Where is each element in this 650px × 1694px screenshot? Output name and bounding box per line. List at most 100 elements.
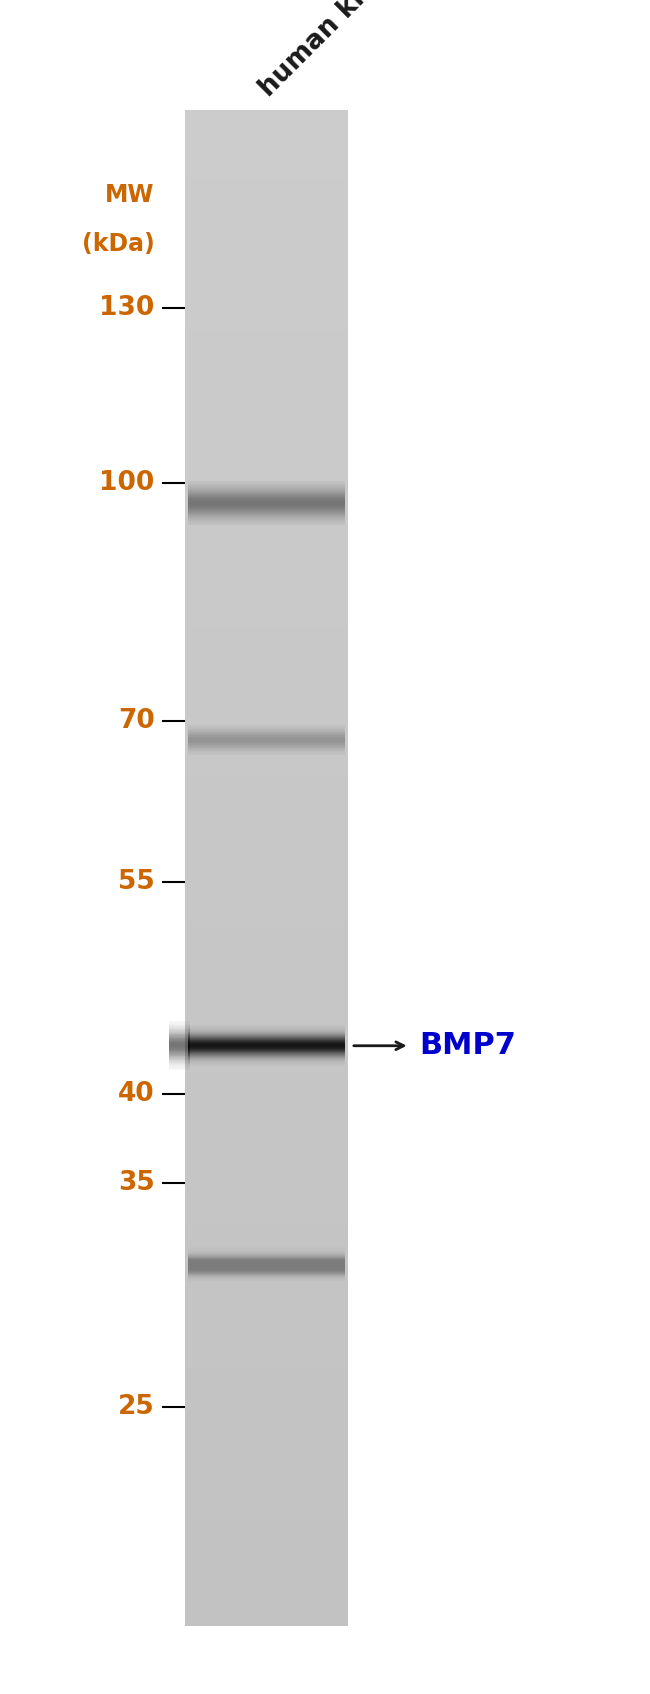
Bar — [185, 1096, 348, 1103]
Bar — [185, 1194, 348, 1201]
Bar — [185, 989, 348, 998]
Bar — [185, 1535, 348, 1543]
Bar — [185, 178, 348, 186]
Bar — [185, 1354, 348, 1360]
Text: 35: 35 — [118, 1171, 155, 1196]
Bar — [185, 656, 348, 664]
Bar — [185, 928, 348, 937]
Bar — [185, 1543, 348, 1550]
Bar — [185, 1210, 348, 1216]
Bar — [185, 224, 348, 232]
Bar — [185, 1247, 348, 1255]
Bar — [185, 959, 348, 967]
Bar — [185, 723, 348, 732]
Bar — [185, 557, 348, 564]
Bar — [185, 1232, 348, 1240]
Bar — [185, 1316, 348, 1323]
Bar — [185, 739, 348, 747]
Bar — [185, 891, 348, 898]
Bar — [185, 854, 348, 861]
Bar — [185, 1421, 348, 1430]
Bar — [185, 686, 348, 695]
Bar — [185, 823, 348, 830]
Bar — [185, 186, 348, 193]
Bar — [185, 952, 348, 959]
Bar — [185, 1201, 348, 1210]
Bar — [185, 717, 348, 723]
Bar — [185, 429, 348, 435]
Bar — [185, 625, 348, 634]
Text: 25: 25 — [118, 1394, 155, 1420]
Text: MW: MW — [105, 183, 155, 207]
Bar — [185, 391, 348, 398]
Bar — [185, 512, 348, 520]
Bar — [185, 1445, 348, 1452]
Bar — [185, 1384, 348, 1391]
Bar — [185, 1225, 348, 1232]
Bar — [185, 269, 348, 276]
Text: 55: 55 — [118, 869, 155, 894]
Bar — [185, 444, 348, 451]
Bar — [185, 505, 348, 512]
Text: 100: 100 — [99, 471, 155, 496]
Bar — [185, 808, 348, 815]
Bar — [185, 147, 348, 156]
Bar — [185, 1581, 348, 1589]
Bar — [185, 208, 348, 217]
Bar — [185, 1286, 348, 1293]
Bar — [185, 474, 348, 481]
Bar — [185, 1172, 348, 1179]
Bar — [185, 1301, 348, 1308]
Bar — [185, 535, 348, 542]
Bar — [185, 640, 348, 649]
Text: 70: 70 — [118, 708, 155, 734]
Bar — [185, 815, 348, 823]
Bar — [185, 435, 348, 444]
Bar — [185, 1430, 348, 1437]
Bar — [185, 1414, 348, 1421]
Bar — [185, 202, 348, 208]
Bar — [185, 769, 348, 778]
Bar — [185, 481, 348, 490]
Bar — [185, 1057, 348, 1066]
Bar — [185, 701, 348, 710]
Bar — [185, 398, 348, 407]
Bar — [185, 1255, 348, 1262]
Bar — [185, 1345, 348, 1354]
Bar — [185, 125, 348, 132]
Bar — [185, 300, 348, 307]
Bar — [185, 1513, 348, 1520]
Bar — [185, 778, 348, 784]
Bar — [185, 330, 348, 337]
Bar — [185, 1504, 348, 1513]
Bar — [185, 784, 348, 793]
Bar — [185, 551, 348, 557]
Bar — [185, 1574, 348, 1581]
Bar — [185, 845, 348, 854]
Bar — [185, 1528, 348, 1535]
Bar — [185, 1474, 348, 1482]
Bar — [185, 239, 348, 247]
Text: BMP7: BMP7 — [419, 1032, 516, 1060]
Bar — [185, 1020, 348, 1027]
Bar — [185, 1277, 348, 1286]
Bar — [185, 254, 348, 261]
Bar — [185, 542, 348, 551]
Bar — [185, 1050, 348, 1057]
Bar — [185, 527, 348, 535]
Bar — [185, 1005, 348, 1013]
Bar — [185, 754, 348, 762]
Bar — [185, 141, 348, 147]
Bar — [185, 322, 348, 330]
Bar — [185, 376, 348, 383]
Bar — [185, 1437, 348, 1445]
Text: human kidney: human kidney — [255, 0, 422, 102]
Bar — [185, 793, 348, 800]
Bar — [185, 906, 348, 913]
Bar — [185, 307, 348, 315]
Bar — [185, 839, 348, 845]
Bar — [185, 261, 348, 269]
Bar — [185, 1338, 348, 1345]
Bar — [185, 413, 348, 420]
Bar — [185, 1111, 348, 1118]
